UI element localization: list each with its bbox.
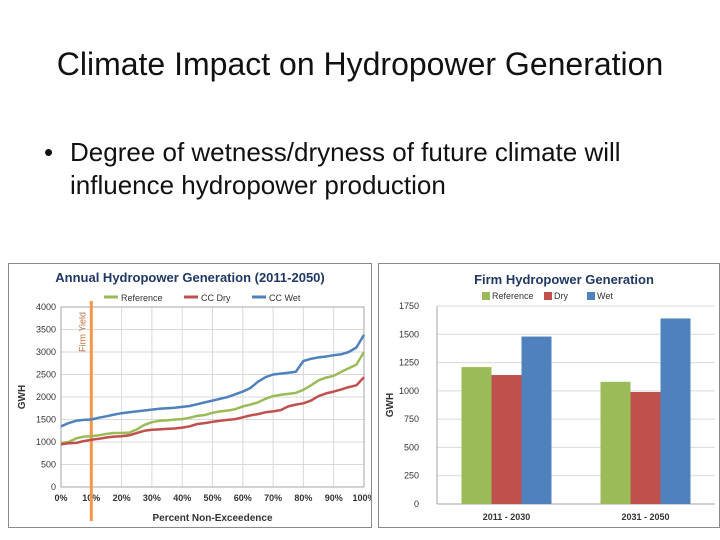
y-tick-label: 1500 (36, 415, 56, 425)
legend-label-cc-wet: CC Wet (269, 293, 301, 303)
annual-generation-line-chart: Annual Hydropower Generation (2011-2050)… (17, 270, 376, 524)
x-tick-label: 80% (294, 493, 312, 503)
x-tick-label: 2011 - 2030 (483, 512, 531, 522)
legend-swatch-dry (544, 292, 552, 300)
x-tick-label: 70% (264, 493, 282, 503)
firm-generation-chart-panel: Firm Hydropower Generation Reference Dry We… (378, 263, 720, 528)
legend-swatch-reference (482, 292, 490, 300)
firm-generation-bar-chart: Firm Hydropower Generation Reference Dry We… (385, 272, 715, 522)
x-axis-label: Percent Non-Exceedence (152, 513, 272, 524)
series-line-reference (60, 351, 366, 445)
y-axis-label: GWH (17, 385, 28, 409)
y-tick-label: 4000 (36, 302, 56, 312)
series-line-cc-dry (60, 376, 365, 446)
y-tick-label: 2500 (36, 370, 56, 380)
legend-label-reference: Reference (492, 291, 534, 301)
y-tick-label: 1000 (36, 437, 56, 447)
firm-yield-label: Firm Yield (77, 312, 87, 352)
y-tick-label: 500 (41, 460, 56, 470)
bar-reference-2 (600, 381, 631, 504)
x-tick-label: 40% (173, 493, 191, 503)
y-tick-label: 0 (51, 482, 56, 492)
y-tick-label: 1000 (399, 386, 419, 396)
series-line-cc-wet (60, 334, 366, 428)
y-tick-label: 1500 (399, 329, 419, 339)
plot-area (60, 306, 365, 488)
x-tick-label: 30% (143, 493, 161, 503)
slide-title: Climate Impact on Hydropower Generation (56, 46, 664, 82)
legend-label-cc-dry: CC Dry (201, 293, 231, 303)
y-tick-label: 1750 (399, 301, 419, 311)
bar-reference-1 (461, 367, 492, 504)
bullet-text: Degree of wetness/dryness of future clim… (70, 137, 621, 200)
y-tick-label: 250 (404, 471, 419, 481)
bar-dry-1 (491, 375, 522, 504)
x-tick-label: 100% (352, 493, 371, 503)
x-tick-label: 50% (203, 493, 221, 503)
y-tick-label: 2000 (36, 392, 56, 402)
bar-wet-2 (660, 318, 691, 504)
legend-label-wet: Wet (597, 291, 613, 301)
legend-swatch-wet (587, 292, 595, 300)
x-tick-label: 2031 - 2050 (621, 512, 669, 522)
y-tick-label: 0 (414, 499, 419, 509)
chart-title: Annual Hydropower Generation (2011-2050) (55, 270, 324, 285)
y-tick-label: 3500 (36, 325, 56, 335)
bar-wet-1 (521, 336, 552, 504)
x-tick-label: 0% (54, 493, 67, 503)
y-tick-label: 3000 (36, 347, 56, 357)
x-tick-label: 60% (234, 493, 252, 503)
y-axis-label: GWH (385, 393, 396, 417)
legend-label-reference: Reference (121, 293, 163, 303)
y-tick-label: 750 (404, 414, 419, 424)
legend-label-dry: Dry (554, 291, 568, 301)
x-tick-label: 90% (325, 493, 343, 503)
annual-generation-chart-panel: Annual Hydropower Generation (2011-2050)… (8, 263, 376, 528)
bullet-dot-icon: • (44, 137, 54, 167)
y-tick-label: 500 (404, 442, 419, 452)
bar-dry-2 (630, 391, 661, 504)
chart-title: Firm Hydropower Generation (474, 272, 654, 287)
y-tick-label: 1250 (399, 358, 419, 368)
x-tick-label: 20% (113, 493, 131, 503)
